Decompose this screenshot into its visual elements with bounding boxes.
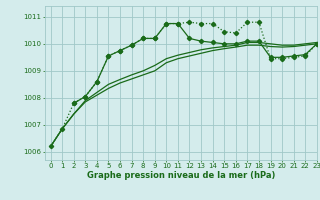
X-axis label: Graphe pression niveau de la mer (hPa): Graphe pression niveau de la mer (hPa) [87, 171, 275, 180]
